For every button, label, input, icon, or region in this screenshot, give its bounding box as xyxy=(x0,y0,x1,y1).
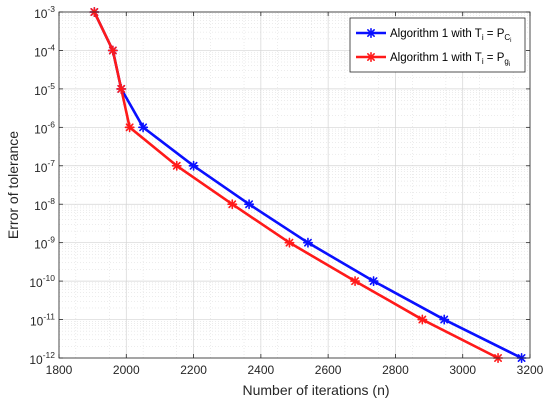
y-tick-label: 10-3 xyxy=(34,4,55,21)
x-tick-labels: 1800 2000 2200 2400 2600 2800 3000 3200 xyxy=(46,363,544,377)
y-tick-label: 10-9 xyxy=(34,235,55,252)
y-tick-label: 10-10 xyxy=(29,273,55,290)
marker-stroke xyxy=(367,29,375,37)
legend-label-1: Algorithm 1 with Ti = PCi xyxy=(390,28,512,44)
data-point xyxy=(284,237,295,248)
y-tick-label: 10-5 xyxy=(34,81,55,98)
y-tick-label: 10-12 xyxy=(29,350,55,367)
marker-stroke xyxy=(369,277,378,286)
data-point xyxy=(244,199,255,210)
x-tick-label: 2000 xyxy=(113,363,140,377)
data-point xyxy=(124,122,135,133)
plot-frame xyxy=(58,11,531,359)
data-point xyxy=(302,237,313,248)
marker-stroke xyxy=(367,53,375,61)
data-point xyxy=(171,160,182,171)
y-tick-label: 10-11 xyxy=(30,312,55,329)
marker-stroke xyxy=(245,200,254,209)
marker-stroke xyxy=(228,200,237,209)
legend: Algorithm 1 with Ti = PCi Algorithm 1 wit… xyxy=(349,17,526,73)
marker-stroke xyxy=(418,315,427,324)
marker-stroke xyxy=(117,84,126,93)
data-point xyxy=(188,160,199,171)
x-tick-label: 1800 xyxy=(46,363,73,377)
data-point xyxy=(365,51,377,63)
y-tick-label: 10-4 xyxy=(34,42,55,59)
x-tick-label: 2800 xyxy=(382,363,409,377)
data-point xyxy=(116,83,127,94)
y-axis-title: Error of tolerance xyxy=(5,131,21,239)
y-tick-label: 10-6 xyxy=(34,119,55,136)
axis-ticks xyxy=(58,11,531,359)
x-axis-title: Number of iterations (n) xyxy=(242,382,389,398)
x-tick-label: 3200 xyxy=(517,363,544,377)
data-point xyxy=(138,122,149,133)
series-line-2 xyxy=(93,11,499,360)
data-point xyxy=(365,27,377,39)
data-point xyxy=(439,314,450,325)
marker-stroke xyxy=(304,238,312,247)
x-tick-label: 2600 xyxy=(315,363,342,377)
marker-stroke xyxy=(285,238,294,247)
marker-stroke xyxy=(440,315,449,324)
data-point xyxy=(368,276,379,287)
legend-label-2: Algorithm 1 with Ti = Pgi xyxy=(390,52,510,68)
x-tick-label: 2200 xyxy=(180,363,207,377)
marker-stroke xyxy=(351,277,360,286)
data-point xyxy=(107,45,118,56)
y-tick-labels: 10-3 10-4 10-5 10-6 10-7 10-8 10-9 10-10 10-11 10… xyxy=(29,4,55,367)
x-tick-label: 2400 xyxy=(248,363,275,377)
marker-stroke xyxy=(125,123,134,132)
data-point xyxy=(350,276,361,287)
minor-grid xyxy=(59,12,530,358)
marker-stroke xyxy=(108,46,117,55)
y-tick-label: 10-8 xyxy=(34,196,55,213)
marker-stroke xyxy=(139,123,148,132)
legend-box xyxy=(349,17,526,73)
plot-lines xyxy=(93,11,523,360)
y-tick-label: 10-7 xyxy=(34,158,55,175)
data-point xyxy=(227,199,238,210)
data-point xyxy=(417,314,428,325)
marker-stroke xyxy=(172,161,181,170)
x-tick-label: 3000 xyxy=(449,363,476,377)
marker-stroke xyxy=(189,161,198,170)
